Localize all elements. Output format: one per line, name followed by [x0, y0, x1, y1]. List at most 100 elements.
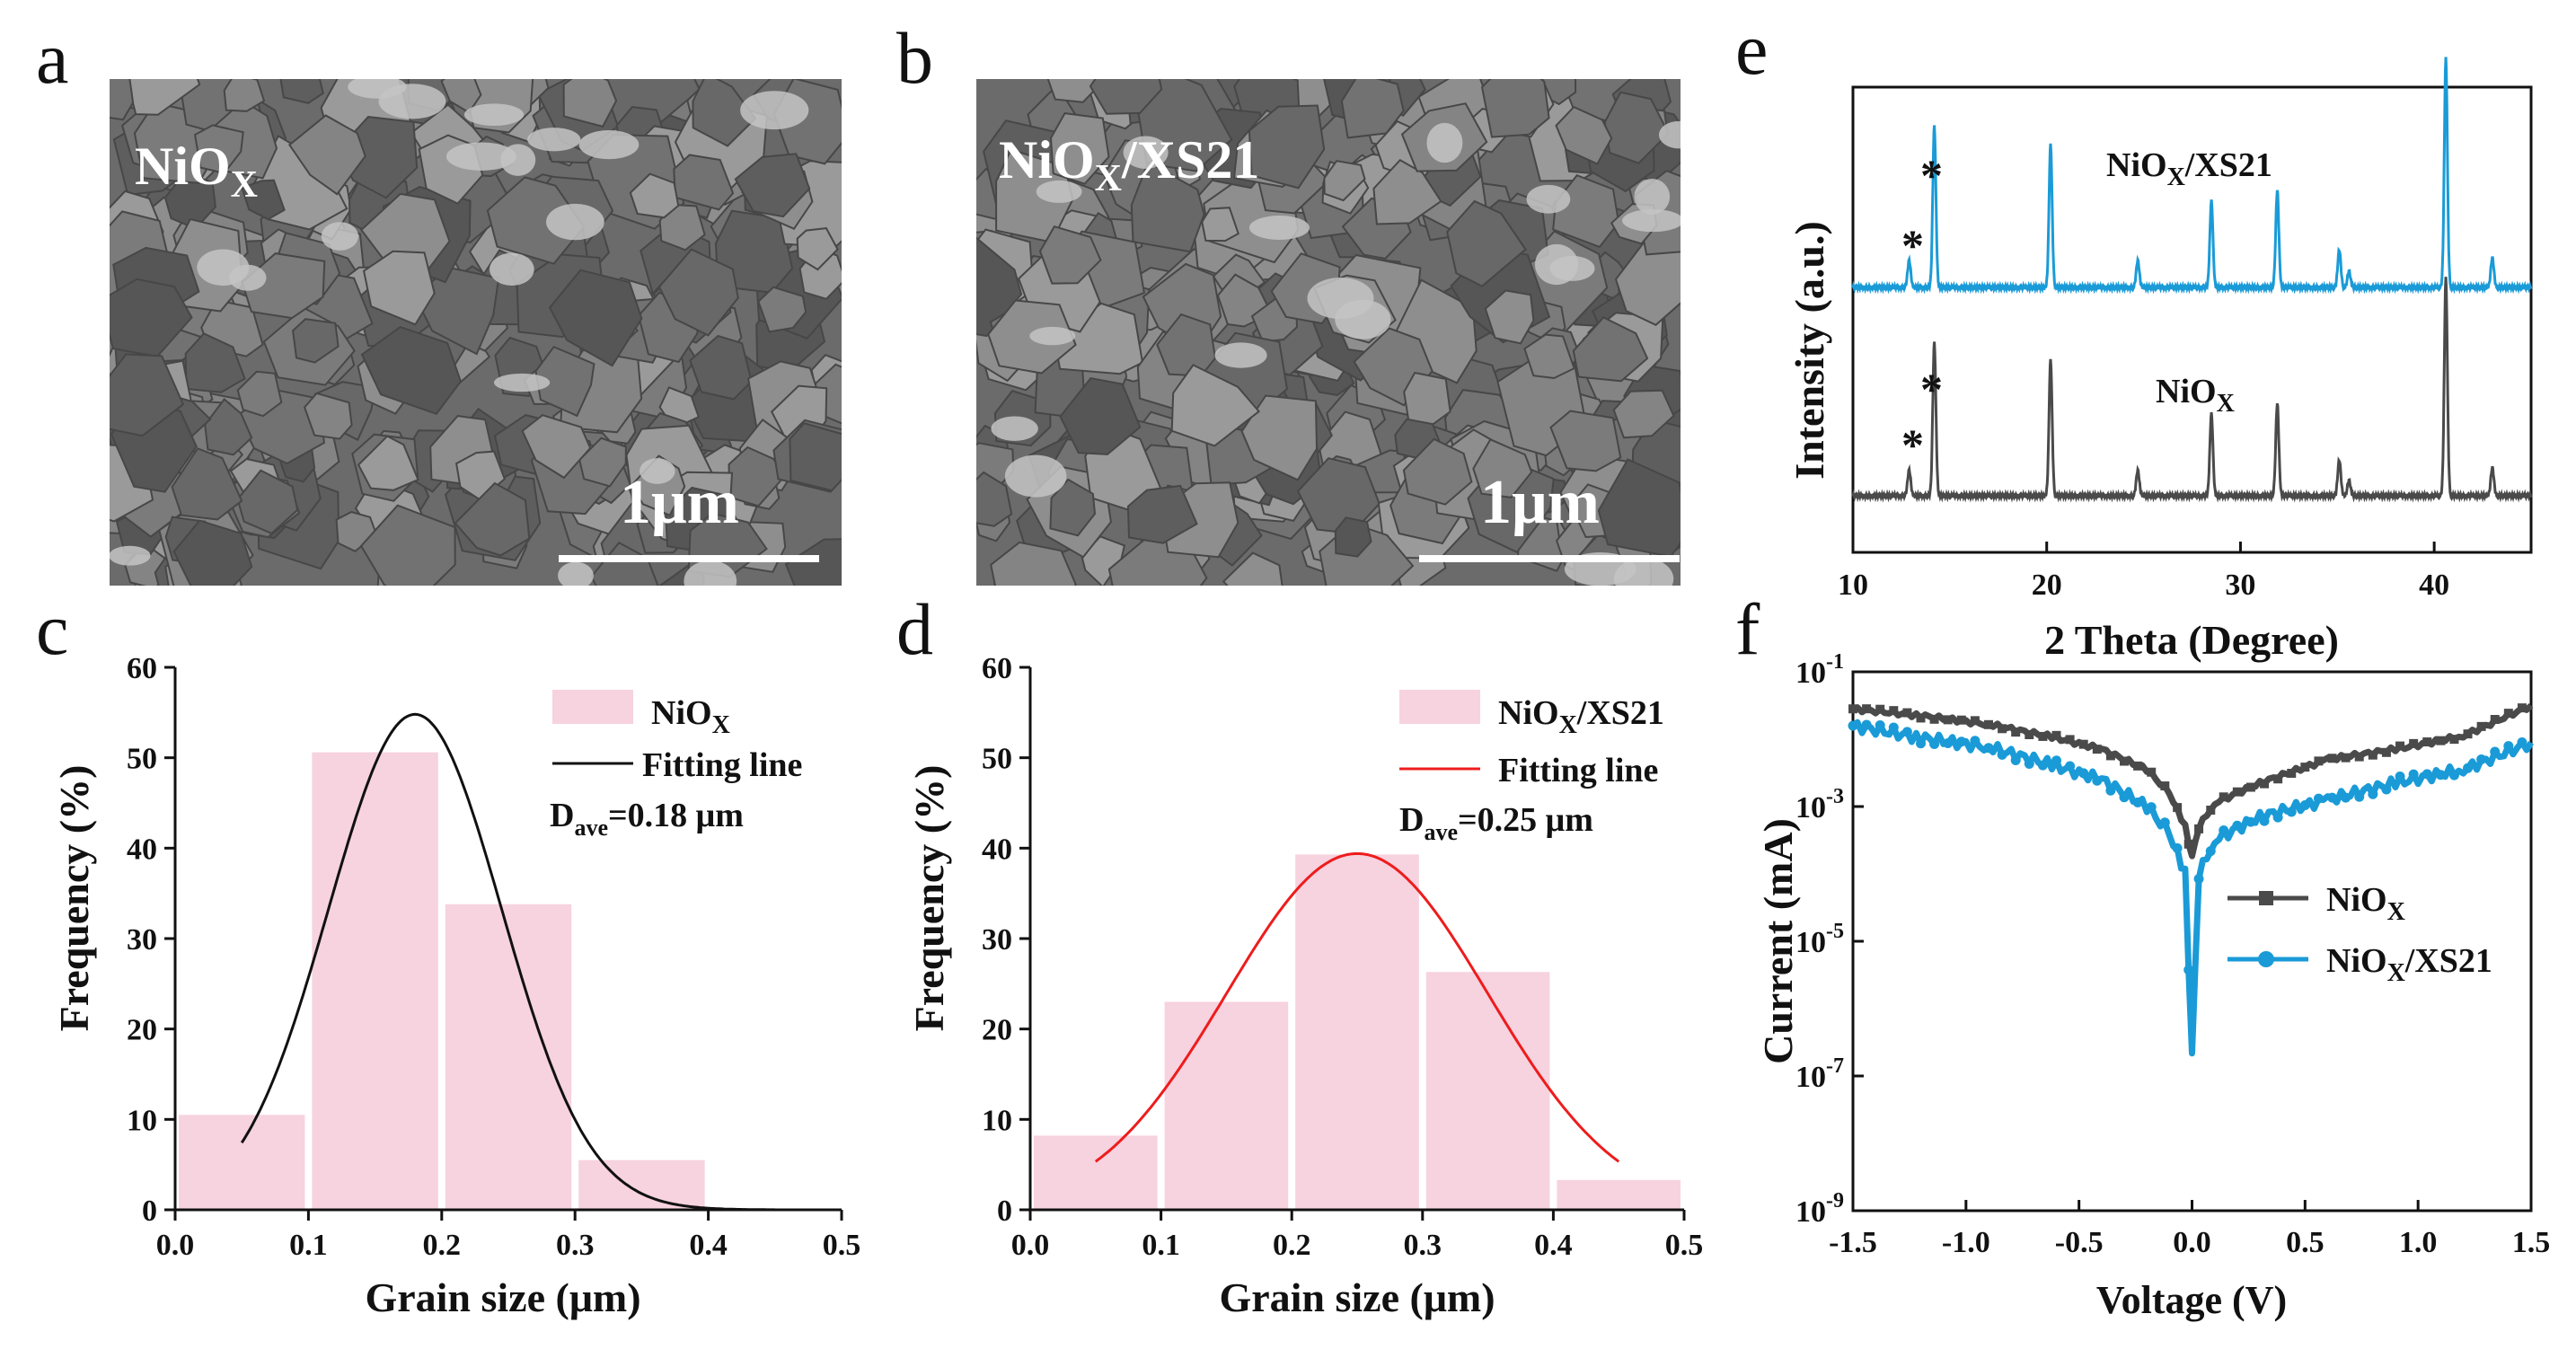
- y-tick-label: 10-3: [1795, 785, 1844, 824]
- sem-bright-grain: [490, 252, 534, 287]
- sem-grain: [1555, 105, 1613, 165]
- iv-point: [2341, 792, 2351, 803]
- x-tick-label: 1.0: [2399, 1226, 2438, 1259]
- series-label-nio: NiOX: [2156, 373, 2235, 418]
- iv-point: [2245, 782, 2255, 792]
- y-tick-label: 50: [982, 743, 1012, 776]
- plot-frame: [1851, 85, 2533, 554]
- histogram-bar: [445, 904, 572, 1210]
- iv-line-nio-xs21: [1850, 719, 2534, 1057]
- dave-label: Dave=0.25 μm: [1399, 801, 1593, 845]
- sem-grain: [486, 176, 586, 265]
- sem-grain: [1046, 79, 1100, 103]
- iv-point: [2037, 760, 2048, 771]
- sem-image-nio-xs21: NiOX/XS21 1μm: [976, 79, 1681, 586]
- sem-bright-grain: [1004, 454, 1067, 498]
- panel-label-a: a: [36, 17, 68, 99]
- iv-point: [2232, 787, 2242, 797]
- sem-grain: [1603, 91, 1670, 164]
- iv-point: [2273, 774, 2283, 784]
- iv-point: [2490, 715, 2500, 725]
- sem-grain: [673, 154, 735, 211]
- sem-bright-grain: [1622, 209, 1681, 233]
- iv-point: [2395, 741, 2405, 751]
- sem-label: NiOX: [135, 137, 258, 206]
- sem-grain: [1472, 438, 1533, 498]
- iv-point: [2327, 754, 2337, 763]
- iv-point: [2132, 797, 2143, 807]
- sem-image-nio: NiOX 1μm: [110, 79, 842, 586]
- iv-point: [1956, 715, 1966, 725]
- sem-grain: [362, 250, 436, 326]
- sem-bright-grain: [640, 458, 675, 484]
- y-tick-label: 40: [127, 833, 157, 866]
- sem-grain: [1484, 289, 1535, 345]
- iv-point: [1998, 724, 2007, 734]
- panel-label-e: e: [1735, 8, 1768, 90]
- iv-point: [2051, 755, 2061, 766]
- x-tick-label: 0.5: [2286, 1226, 2325, 1259]
- y-tick-label: 20: [127, 1014, 157, 1047]
- iv-point: [2449, 735, 2459, 745]
- sem-bright-grain: [1248, 216, 1310, 240]
- sem-grain: [1614, 236, 1681, 326]
- y-tick-label: 0: [142, 1195, 157, 1228]
- iv-point: [2517, 736, 2527, 747]
- iv-point: [1875, 704, 1885, 714]
- sem-grain: [521, 414, 592, 480]
- iv-point: [2259, 816, 2270, 826]
- sem-bright-grain: [527, 128, 581, 152]
- iv-point: [2476, 754, 2487, 764]
- sem-grain: [1089, 79, 1163, 115]
- sem-bright-grain: [1549, 255, 1595, 281]
- x-tick-label: 40: [2419, 569, 2449, 602]
- iv-point: [2051, 730, 2061, 740]
- legend: NiOX Fitting line Dave=0.18 μm: [550, 690, 802, 841]
- sem-grain: [1130, 161, 1205, 253]
- iv-point: [2172, 842, 2183, 853]
- histogram-bar: [578, 1160, 705, 1210]
- sem-bright-grain: [578, 129, 640, 160]
- legend-bar-label: NiOX/XS21: [1498, 694, 1664, 739]
- iv-point: [2183, 839, 2193, 849]
- sem-bright-grain: [1307, 277, 1374, 320]
- iv-point: [2146, 802, 2157, 813]
- x-tick-label: 0.0: [1011, 1229, 1050, 1262]
- y-tick-label: 10: [127, 1104, 157, 1137]
- sem-grain: [1446, 199, 1527, 287]
- sem-bright-grain: [500, 144, 536, 176]
- sem-grain: [1323, 160, 1366, 202]
- iv-point: [2159, 817, 2170, 828]
- sem-grain: [1049, 478, 1097, 537]
- iv-point: [2422, 737, 2432, 747]
- x-tick-label: 0.5: [823, 1229, 861, 1262]
- histogram-bar: [1557, 1179, 1681, 1210]
- scale-bar: [1419, 555, 1680, 562]
- panel-label-b: b: [896, 17, 933, 99]
- iv-point: [2422, 769, 2432, 780]
- iv-point: [2354, 752, 2364, 762]
- x-tick-label: 1.5: [2512, 1226, 2551, 1259]
- sem-grain: [757, 286, 807, 333]
- sem-bright-grain: [494, 373, 551, 392]
- iv-point: [2219, 825, 2229, 836]
- sem-bright-grain: [1526, 184, 1571, 214]
- y-tick-label: 10-7: [1795, 1054, 1844, 1094]
- x-tick-label: 0.2: [423, 1229, 462, 1262]
- x-axis-title: Grain size (μm): [1219, 1274, 1495, 1320]
- legend-marker: [2259, 891, 2273, 905]
- sem-bright-grain: [229, 264, 267, 291]
- x-tick-label: 0.3: [556, 1229, 595, 1262]
- xrd-line-nio: [1851, 277, 2533, 503]
- legend-fit-label: Fitting line: [1498, 752, 1658, 789]
- iv-point: [2368, 789, 2378, 799]
- iv-point: [2503, 741, 2514, 752]
- sem-grain: [241, 179, 286, 221]
- iv-point: [2133, 761, 2143, 771]
- iv-point: [2517, 703, 2527, 713]
- sem-grain: [534, 345, 595, 418]
- sem-grain: [658, 203, 706, 251]
- sem-grain: [562, 79, 618, 128]
- iv-point: [2341, 753, 2351, 763]
- x-tick-label: -0.5: [2055, 1226, 2104, 1259]
